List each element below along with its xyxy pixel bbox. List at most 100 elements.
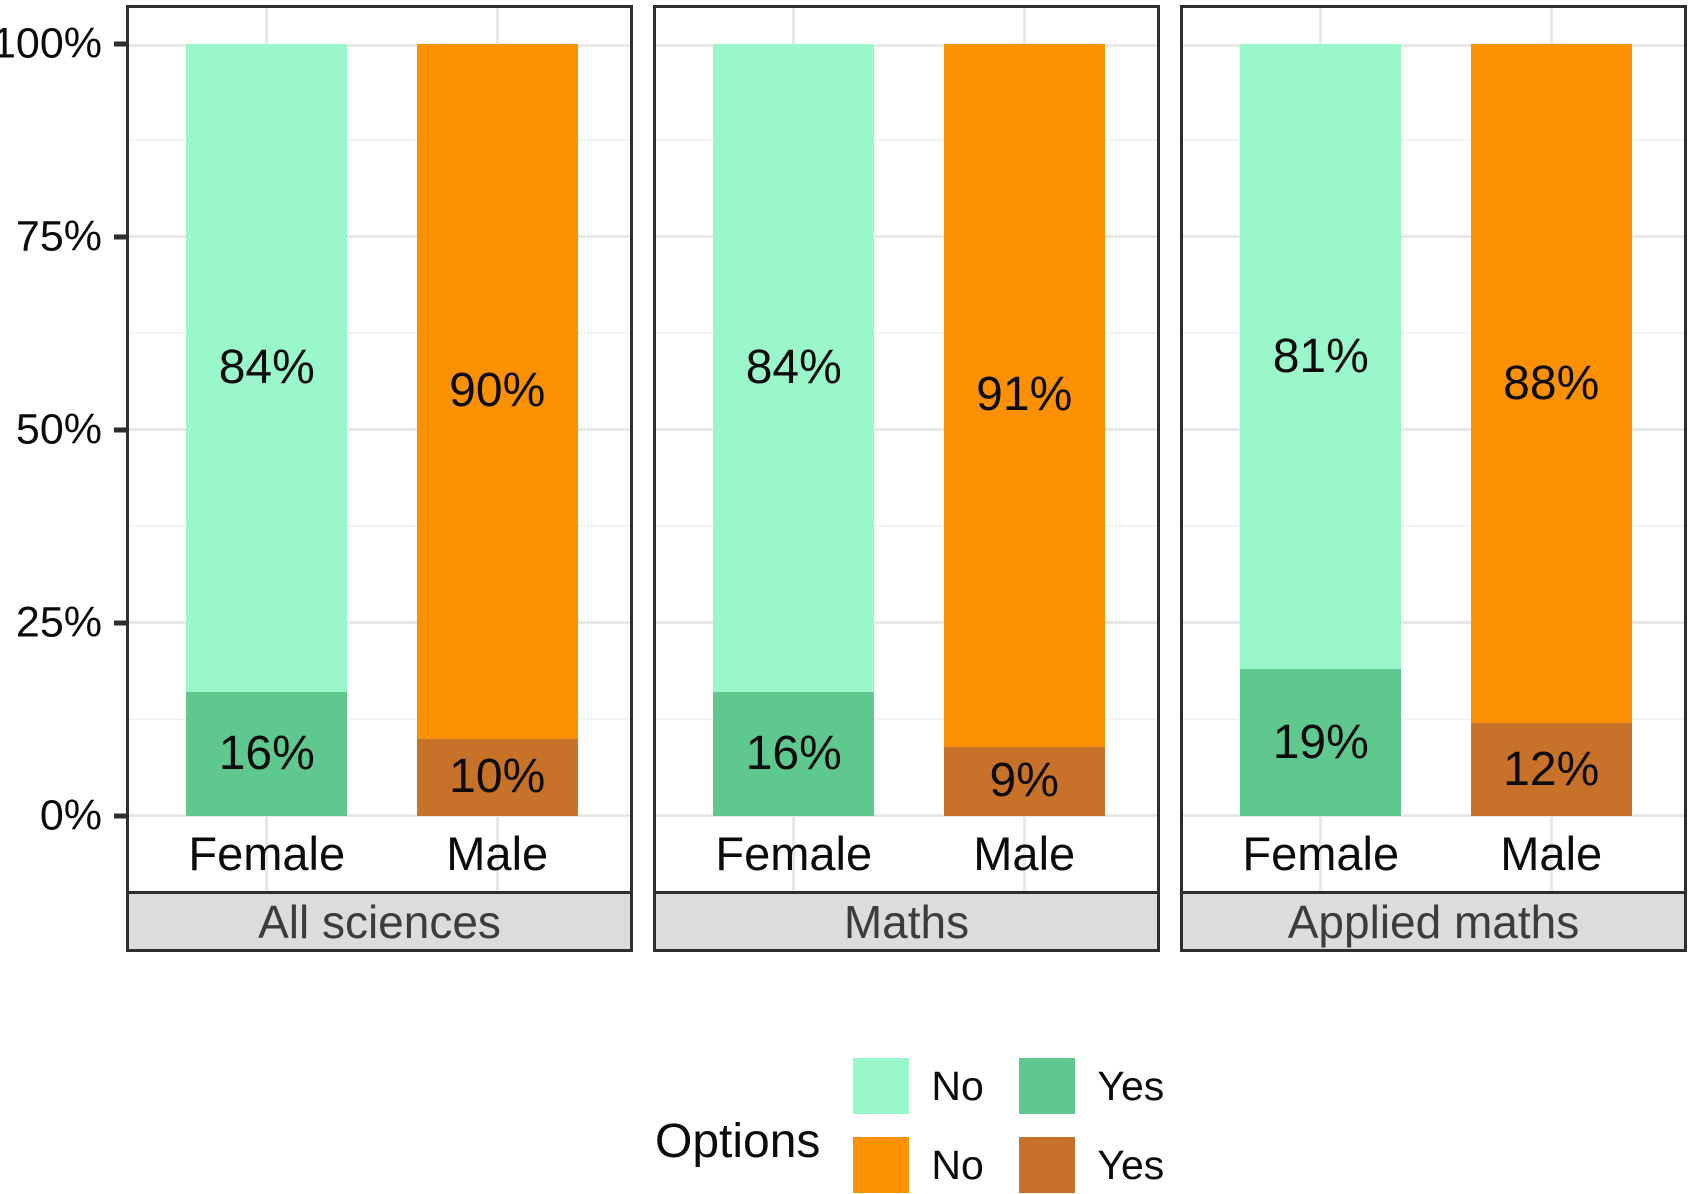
legend: Options No Yes No Yes [655, 1058, 1691, 1193]
gridline-major [1183, 235, 1684, 238]
y-tick-mark [114, 41, 126, 47]
bar-segment-no: 84% [186, 44, 348, 693]
gridline-major [129, 428, 630, 431]
gridline-major [656, 44, 1157, 47]
bar-segment-yes: 9% [943, 746, 1105, 816]
gridline-minor [656, 717, 1157, 720]
gridline-major [129, 235, 630, 238]
facet-strip-label: All sciences [258, 895, 501, 948]
bar-value-label: 91% [976, 368, 1073, 422]
legend-swatch-green-light [853, 1058, 910, 1114]
y-tick-mark [114, 813, 126, 819]
y-tick-mark [114, 234, 126, 240]
bar-value-label: 84% [745, 341, 842, 395]
y-tick-label: 25% [15, 598, 102, 647]
gridline-minor [1183, 717, 1684, 720]
facet-all-sciences: 84% 16% 90% 10% [126, 5, 633, 952]
bar-segment-no: 81% [1240, 44, 1402, 670]
bar-segment-yes: 10% [416, 738, 578, 816]
gridline-major [1183, 428, 1684, 431]
gridline-major [129, 621, 630, 624]
bar-female: 84% 16% [713, 44, 875, 816]
gridline-major [1183, 814, 1684, 817]
plot-area: 81% 19% 88% 12% [1183, 44, 1684, 817]
bar-value-label: 19% [1272, 715, 1369, 769]
bar-female: 84% 16% [186, 44, 348, 816]
facet-panel: 84% 16% 90% 10% [126, 5, 633, 894]
facet-strip: Maths [653, 891, 1160, 952]
bar-segment-no: 88% [1470, 44, 1632, 724]
facet-strip: Applied maths [1180, 891, 1687, 952]
bar-female: 81% 19% [1240, 44, 1402, 816]
bar-segment-yes: 12% [1470, 723, 1632, 816]
legend-label: No [931, 1141, 984, 1188]
bar-segment-no: 90% [416, 44, 578, 739]
y-tick-label: 75% [15, 212, 102, 261]
plot-area: 84% 16% 91% 9% [656, 44, 1157, 817]
bar-value-label: 9% [989, 754, 1059, 808]
y-tick-label: 0% [39, 791, 102, 840]
bar-segment-yes: 19% [1240, 669, 1402, 816]
bar-segment-yes: 16% [186, 692, 348, 816]
x-tick-label: Female [715, 827, 873, 880]
x-tick-label: Male [973, 827, 1076, 880]
gridline-major [656, 814, 1157, 817]
gridline-major [656, 235, 1157, 238]
gridline-minor [1183, 331, 1684, 334]
plot-area: 84% 16% 90% 10% [129, 44, 630, 817]
bar-value-label: 16% [745, 727, 842, 781]
gridline-minor [656, 138, 1157, 141]
x-tick-label: Female [1242, 827, 1400, 880]
chart-area: 100% 75% 50% 25% 0% [0, 5, 1687, 952]
y-tick-label: 50% [15, 405, 102, 454]
gridline-minor [1183, 138, 1684, 141]
gridline-major [129, 44, 630, 47]
bar-value-label: 81% [1272, 329, 1369, 383]
bar-segment-yes: 16% [713, 692, 875, 816]
gridline-major [656, 621, 1157, 624]
bar-segment-no: 84% [713, 44, 875, 693]
gridline-major [1183, 44, 1684, 47]
facet-panels-row: 84% 16% 90% 10% [126, 5, 1687, 952]
bar-value-label: 10% [449, 750, 546, 804]
legend-label: No [931, 1062, 984, 1109]
facet-panel: 84% 16% 91% 9% [653, 5, 1160, 894]
gridline-minor [129, 524, 630, 527]
bar-value-label: 90% [449, 364, 546, 418]
legend-title: Options [655, 1115, 821, 1168]
bar-value-label: 84% [218, 341, 315, 395]
facet-strip-label: Applied maths [1287, 895, 1580, 948]
bar-segment-no: 91% [943, 44, 1105, 747]
gridline-minor [129, 717, 630, 720]
gridline-minor [656, 331, 1157, 334]
bar-male: 91% 9% [943, 44, 1105, 816]
x-tick-label: Male [446, 827, 549, 880]
gridline-major [129, 814, 630, 817]
legend-swatch-green-dark [1019, 1058, 1076, 1114]
y-tick-mark [114, 427, 126, 433]
facet-strip-label: Maths [843, 895, 970, 948]
legend-swatch-orange-light [853, 1137, 910, 1193]
legend-label: Yes [1097, 1141, 1165, 1188]
bar-male: 90% 10% [416, 44, 578, 816]
legend-entries: No Yes No Yes [853, 1058, 1164, 1193]
y-tick-label: 100% [0, 19, 102, 68]
gridline-minor [1183, 524, 1684, 527]
bar-value-label: 88% [1503, 356, 1600, 410]
facet-panel: 81% 19% 88% 12% [1180, 5, 1687, 894]
gridline-minor [129, 138, 630, 141]
x-tick-label: Male [1500, 827, 1603, 880]
x-tick-label: Female [188, 827, 346, 880]
bar-value-label: 16% [218, 727, 315, 781]
gridline-major [656, 428, 1157, 431]
gridline-minor [656, 524, 1157, 527]
y-tick-mark [114, 620, 126, 626]
legend-swatch-orange-dark [1019, 1137, 1076, 1193]
gridline-minor [129, 331, 630, 334]
y-axis: 100% 75% 50% 25% 0% [0, 5, 126, 894]
bar-male: 88% 12% [1470, 44, 1632, 816]
facet-strip: All sciences [126, 891, 633, 952]
legend-label: Yes [1097, 1062, 1165, 1109]
facet-applied-maths: 81% 19% 88% 12% [1180, 5, 1687, 952]
